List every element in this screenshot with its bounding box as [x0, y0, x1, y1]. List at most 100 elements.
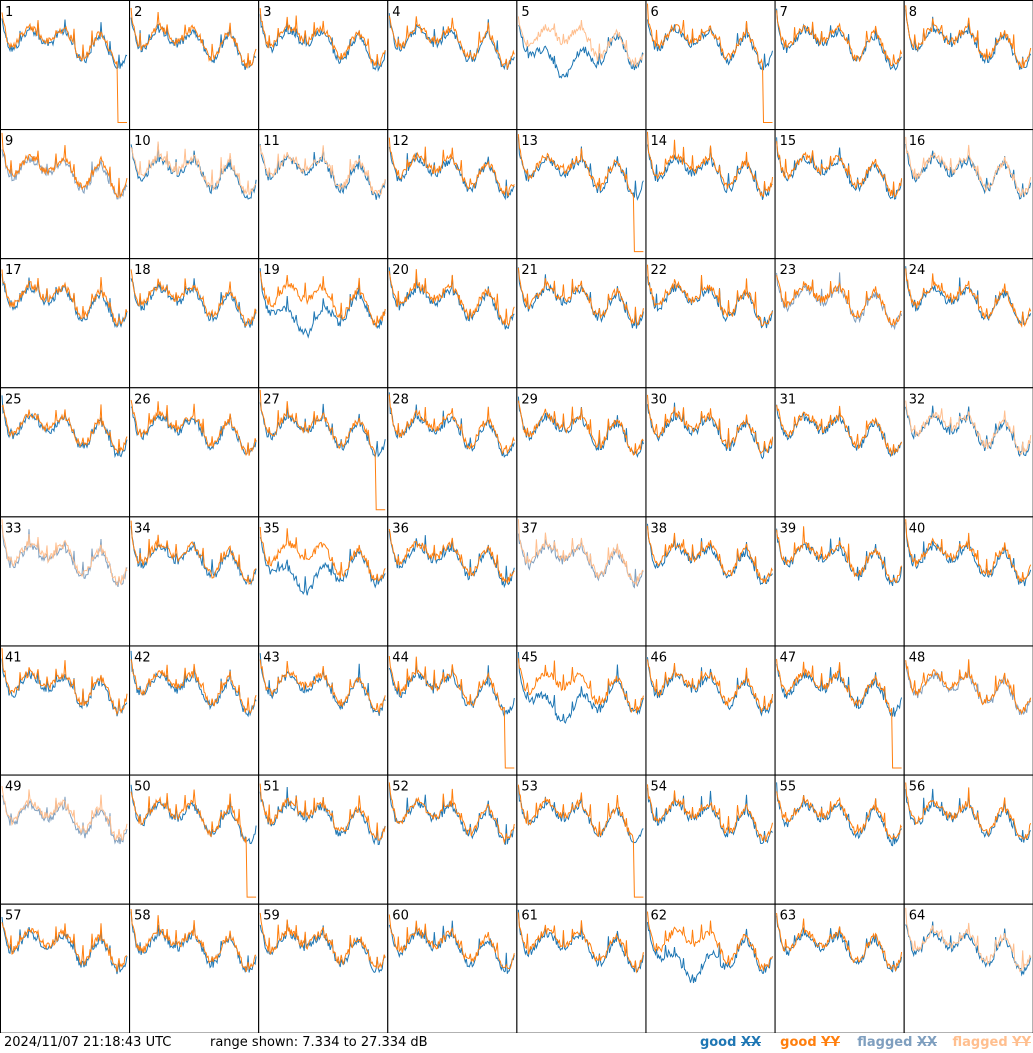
- panel-label: 39: [780, 521, 797, 536]
- series-yy: [388, 394, 515, 455]
- panel-16: 16: [903, 129, 1033, 260]
- series-yy: [388, 137, 515, 197]
- series-yy: [776, 526, 903, 584]
- panel-frame: [0, 774, 130, 905]
- series-yy: [130, 520, 257, 585]
- panel-18: 18: [129, 258, 260, 389]
- panel-label: 2: [134, 5, 142, 20]
- series-yy: [388, 655, 515, 769]
- series-yy: [905, 5, 1032, 69]
- panel-frame: [129, 774, 260, 905]
- panel-label: 44: [392, 651, 409, 666]
- series-yy: [776, 141, 903, 199]
- panel-frame: [774, 903, 905, 1033]
- panel-label: 23: [780, 263, 797, 278]
- panel-41: 41: [0, 645, 130, 776]
- panel-label: 46: [651, 651, 668, 666]
- series-xx: [1, 149, 128, 200]
- panel-24: 24: [903, 258, 1033, 389]
- timestamp: 2024/11/07 21:18:43 UTC: [4, 1035, 172, 1050]
- series-yy: [388, 782, 515, 845]
- series-xx: [905, 266, 1032, 326]
- panel-63: 63: [774, 903, 905, 1033]
- panel-20: 20: [387, 258, 518, 389]
- panel-50: 50: [129, 774, 260, 905]
- series-yy: [776, 404, 903, 457]
- series-yy: [388, 269, 515, 327]
- panel-label: 15: [780, 134, 797, 149]
- panel-label: 29: [521, 392, 538, 407]
- panel-label: 10: [134, 134, 151, 149]
- series-xx: [1, 658, 128, 717]
- panel-7: 7: [774, 0, 905, 130]
- panel-label: 19: [263, 263, 280, 278]
- panel-label: 12: [392, 134, 409, 149]
- series-yy: [905, 268, 1032, 329]
- panel-frame: [516, 645, 647, 776]
- panel-49: 49: [0, 774, 130, 905]
- panel-frame: [903, 903, 1033, 1033]
- panel-label: 38: [651, 521, 668, 536]
- panel-54: 54: [645, 774, 776, 905]
- panel-label: 11: [263, 134, 280, 149]
- series-xx: [259, 402, 386, 459]
- series-xx: [518, 25, 644, 79]
- panel-frame: [903, 258, 1033, 389]
- series-yy: [259, 783, 386, 841]
- panel-8: 8: [903, 0, 1033, 130]
- panel-23: 23: [774, 258, 905, 389]
- panel-56: 56: [903, 774, 1033, 905]
- panel-label: 53: [521, 780, 538, 795]
- panel-label: 64: [909, 909, 926, 924]
- series-xx: [776, 782, 903, 847]
- panel-label: 48: [909, 651, 926, 666]
- series-yy: [130, 909, 257, 972]
- legend-good-yy-label: good: [780, 1035, 817, 1050]
- panel-frame: [0, 387, 130, 518]
- panel-19: 19: [258, 258, 389, 389]
- series-yy: [647, 525, 773, 585]
- panel-label: 47: [780, 651, 797, 666]
- legend-flagged-yy: flagged YY: [952, 1033, 1031, 1053]
- panel-label: 40: [909, 521, 926, 536]
- panel-14: 14: [645, 129, 776, 260]
- panel-11: 11: [258, 129, 389, 260]
- series-yy: [905, 659, 1032, 715]
- panel-59: 59: [258, 903, 389, 1033]
- series-yy: [517, 519, 644, 587]
- panel-28: 28: [387, 387, 518, 518]
- series-yy: [259, 912, 386, 970]
- panel-46: 46: [645, 645, 776, 776]
- panel-5: 5: [516, 0, 647, 130]
- series-xx: [1, 273, 128, 329]
- series-xx: [130, 17, 257, 71]
- series-yy: [130, 141, 257, 195]
- legend-flagged-xx-label: flagged: [857, 1035, 913, 1050]
- series-yy: [1, 519, 128, 587]
- series-xx: [1, 795, 128, 845]
- panel-2: 2: [129, 0, 260, 130]
- panel-label: 62: [651, 909, 668, 924]
- panel-53: 53: [516, 774, 647, 905]
- panel-label: 51: [263, 780, 280, 795]
- series-yy: [905, 519, 1032, 583]
- panel-label: 4: [392, 5, 400, 20]
- series-yy: [517, 400, 644, 456]
- panel-label: 5: [521, 5, 529, 20]
- series-yy: [905, 136, 1032, 198]
- panel-label: 30: [651, 392, 668, 407]
- panel-frame: [516, 258, 647, 389]
- series-yy: [130, 789, 257, 898]
- series-yy: [905, 400, 1032, 455]
- panel-frame: [516, 0, 647, 130]
- panel-label: 18: [134, 263, 151, 278]
- panel-52: 52: [387, 774, 518, 905]
- legend-good-yy: good YY: [780, 1033, 840, 1053]
- panel-35: 35: [258, 516, 389, 647]
- series-yy: [1, 132, 128, 199]
- panel-64: 64: [903, 903, 1033, 1033]
- panel-frame: [258, 0, 389, 130]
- panel-1: 1: [0, 0, 130, 130]
- panel-label: 36: [392, 521, 409, 536]
